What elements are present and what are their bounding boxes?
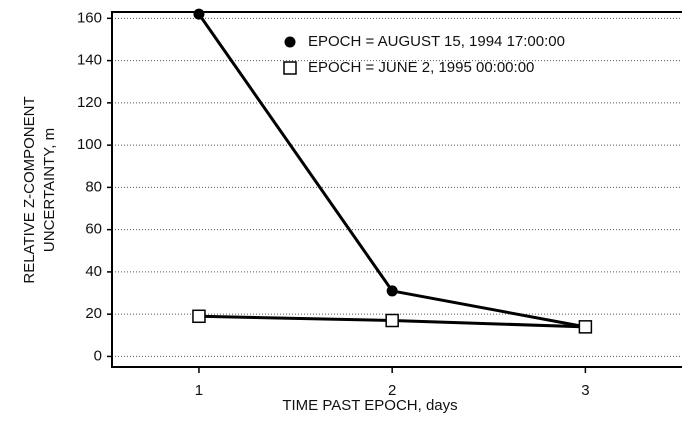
x-tick-label: 1 bbox=[195, 382, 203, 399]
y-tick-label: 20 bbox=[85, 305, 102, 322]
legend-label: EPOCH = JUNE 2, 1995 00:00:00 bbox=[308, 59, 534, 76]
y-tick-label: 140 bbox=[77, 52, 102, 69]
y-tick-label: 160 bbox=[77, 9, 102, 26]
point bbox=[192, 309, 206, 324]
x-axis-label: TIME PAST EPOCH, days bbox=[282, 397, 457, 414]
x-tick-label: 2 bbox=[388, 382, 396, 399]
y-axis-label: RELATIVE Z-COMPONENT bbox=[21, 96, 38, 283]
x-tick-label: 3 bbox=[581, 382, 589, 399]
legend-label: EPOCH = AUGUST 15, 1994 17:00:00 bbox=[308, 33, 565, 50]
point bbox=[386, 285, 398, 297]
y-tick-label: 0 bbox=[94, 347, 102, 364]
y-tick-label: 40 bbox=[85, 263, 102, 280]
y-tick-label: 120 bbox=[77, 94, 102, 111]
point bbox=[385, 313, 399, 328]
plot-frame bbox=[111, 11, 682, 368]
point bbox=[193, 8, 205, 20]
y-tick-label: 100 bbox=[77, 136, 102, 153]
legend-marker bbox=[283, 61, 297, 75]
y-tick-label: 60 bbox=[85, 221, 102, 238]
y-axis-label: UNCERTAINTY, m bbox=[41, 128, 58, 252]
y-tick-label: 80 bbox=[85, 178, 102, 195]
legend-marker bbox=[284, 36, 296, 48]
point bbox=[578, 320, 593, 334]
